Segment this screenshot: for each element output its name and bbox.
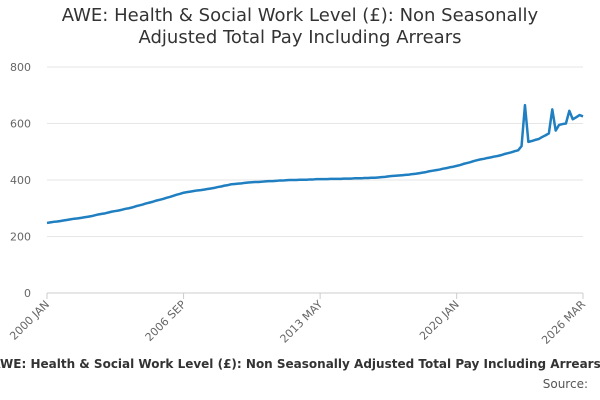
- chart-title: AWE: Health & Social Work Level (£): Non…: [61, 5, 539, 48]
- y-tick-label: 0: [24, 287, 31, 300]
- y-tick-label: 600: [10, 118, 31, 131]
- title-box: AWE: Health & Social Work Level (£): Non…: [61, 5, 539, 48]
- caption: AWE: Health & Social Work Level (£): Non…: [0, 357, 600, 371]
- y-tick-label: 400: [10, 174, 31, 187]
- line: [46, 103, 584, 225]
- x-tick-label: 2020 JAN: [417, 298, 462, 343]
- x-tick-label: 2000 JAN: [7, 298, 52, 343]
- x-tick-label: 2006 SEP: [143, 298, 189, 344]
- y-tick-label: 200: [10, 231, 31, 244]
- source: Source:: [543, 377, 588, 391]
- x-tick-label: 2013 MAY: [278, 298, 326, 346]
- y-tick-label: 800: [10, 61, 31, 74]
- x-tick-label: 2026 MAR: [539, 298, 588, 347]
